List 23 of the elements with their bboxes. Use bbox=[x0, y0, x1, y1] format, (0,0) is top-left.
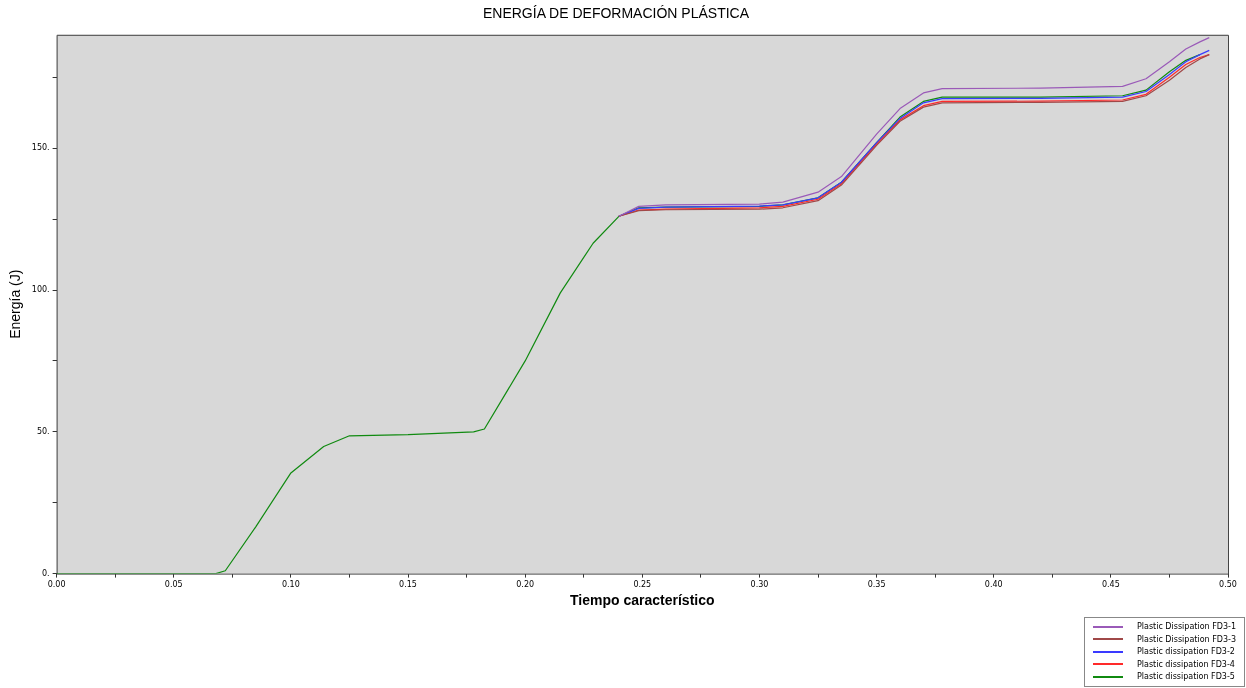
legend-label: Plastic dissipation FD3-4 bbox=[1136, 659, 1235, 669]
legend-label: Plastic Dissipation FD3-3 bbox=[1136, 634, 1236, 644]
chart-title: ENERGÍA DE DEFORMACIÓN PLÁSTICA bbox=[482, 5, 750, 22]
x-tick-label: 0.50 bbox=[1219, 580, 1237, 590]
legend-label: Plastic Dissipation FD3-1 bbox=[1136, 622, 1236, 632]
x-tick-label: 0.20 bbox=[516, 580, 535, 590]
x-tick-label: 0.00 bbox=[47, 580, 66, 590]
legend-label: Plastic dissipation FD3-2 bbox=[1136, 647, 1235, 657]
x-tick-label: 0.35 bbox=[867, 580, 886, 590]
y-tick-label: 150. bbox=[31, 143, 50, 153]
y-tick-label: 100. bbox=[31, 285, 50, 295]
y-tick-label: 0. bbox=[41, 568, 50, 578]
x-tick-label: 0.45 bbox=[1101, 580, 1120, 590]
x-tick-label: 0.40 bbox=[984, 580, 1003, 590]
x-tick-label: 0.30 bbox=[750, 580, 769, 590]
x-axis-title: Tiempo característico bbox=[570, 592, 715, 609]
legend-label: Plastic dissipation FD3-5 bbox=[1136, 672, 1235, 682]
y-axis-title: Energía (J) bbox=[7, 269, 24, 339]
x-tick-label: 0.10 bbox=[281, 580, 300, 590]
y-tick-label: 50. bbox=[36, 426, 50, 436]
x-tick-label: 0.25 bbox=[633, 580, 652, 590]
x-tick-label: 0.05 bbox=[164, 580, 183, 590]
x-tick-label: 0.15 bbox=[399, 580, 417, 590]
